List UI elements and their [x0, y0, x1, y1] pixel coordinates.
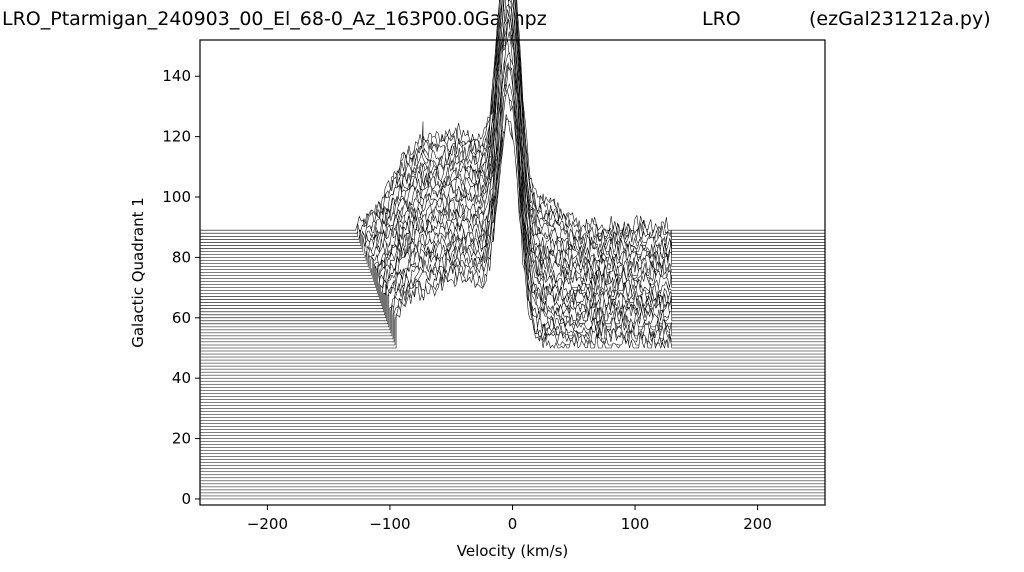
spectrum-trace: [200, 66, 825, 328]
title-filename: LRO_Ptarmigan_240903_00_El_68-0_Az_163P0…: [2, 8, 547, 30]
y-tick-label: 80: [172, 248, 191, 266]
spectrum-trace: [200, 39, 825, 310]
spectrum-fill: [200, 118, 825, 348]
spectrum-trace: [200, 0, 825, 250]
x-tick-label: −200: [247, 515, 288, 533]
y-tick-label: 0: [181, 490, 191, 508]
spectrum-trace: [200, 118, 825, 350]
chart-title: LRO_Ptarmigan_240903_00_El_68-0_Az_163P0…: [0, 0, 1024, 40]
y-tick-label: 120: [162, 128, 191, 146]
y-tick-label: 100: [162, 188, 191, 206]
x-axis-label: Velocity (km/s): [457, 542, 568, 560]
spectrum-trace: [200, 0, 825, 256]
x-tick-label: 0: [508, 515, 518, 533]
y-axis-label: Galactic Quadrant 1: [129, 197, 147, 348]
x-tick-label: −100: [369, 515, 410, 533]
spectrum-trace: [200, 94, 825, 334]
x-axis: −200 −100 0 100 200: [247, 505, 772, 533]
spectrum-trace: [200, 0, 825, 262]
y-tick-label: 140: [162, 67, 191, 85]
x-tick-label: 100: [621, 515, 650, 533]
title-observatory: LRO: [702, 8, 741, 30]
y-tick-label: 20: [172, 430, 191, 448]
y-tick-label: 40: [172, 369, 191, 387]
chart-data-layer: [200, 0, 825, 500]
spectrum-trace: [200, 0, 825, 235]
y-tick-label: 60: [172, 309, 191, 327]
spectrum-trace: [200, 0, 825, 283]
x-tick-label: 200: [743, 515, 772, 533]
title-script: (ezGal231212a.py): [809, 8, 991, 30]
y-axis: 0 20 40 60 80 100 120 140: [162, 67, 200, 508]
